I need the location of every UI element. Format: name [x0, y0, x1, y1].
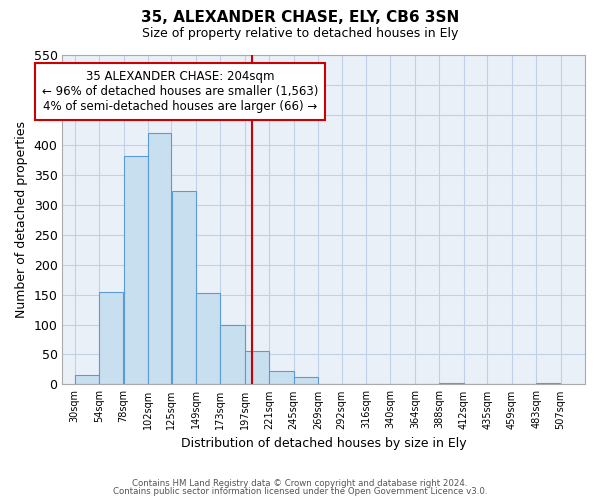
Bar	[172, 191, 196, 384]
X-axis label: Distribution of detached houses by size in Ely: Distribution of detached houses by size …	[181, 437, 467, 450]
Text: 35 ALEXANDER CHASE: 204sqm
← 96% of detached houses are smaller (1,563)
4% of se: 35 ALEXANDER CHASE: 204sqm ← 96% of deta…	[42, 70, 318, 113]
Bar	[75, 376, 99, 384]
Bar	[220, 324, 245, 384]
Bar	[99, 292, 124, 384]
Y-axis label: Number of detached properties: Number of detached properties	[15, 121, 28, 318]
Bar	[439, 382, 464, 384]
Text: Contains public sector information licensed under the Open Government Licence v3: Contains public sector information licen…	[113, 487, 487, 496]
Text: Size of property relative to detached houses in Ely: Size of property relative to detached ho…	[142, 28, 458, 40]
Bar	[536, 382, 560, 384]
Text: 35, ALEXANDER CHASE, ELY, CB6 3SN: 35, ALEXANDER CHASE, ELY, CB6 3SN	[141, 10, 459, 25]
Bar	[245, 352, 269, 384]
Bar	[294, 377, 318, 384]
Bar	[196, 293, 220, 384]
Text: Contains HM Land Registry data © Crown copyright and database right 2024.: Contains HM Land Registry data © Crown c…	[132, 478, 468, 488]
Bar	[148, 133, 171, 384]
Bar	[124, 156, 148, 384]
Bar	[269, 372, 293, 384]
